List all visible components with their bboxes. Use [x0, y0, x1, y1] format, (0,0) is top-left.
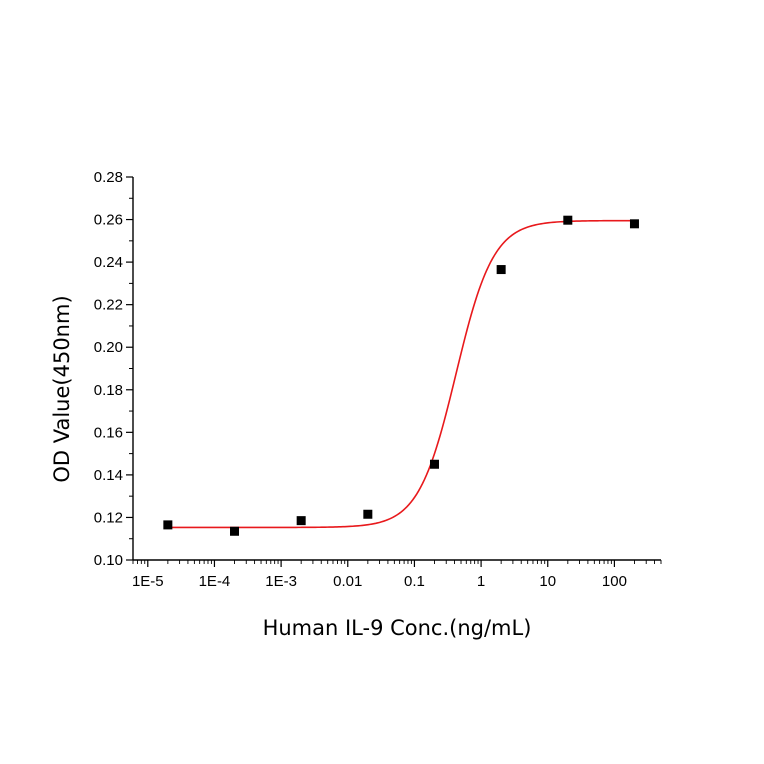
data-point — [563, 215, 573, 225]
x-tick-label: 1E-3 — [265, 573, 297, 590]
data-point — [363, 509, 373, 519]
x-tick-label: 1E-4 — [199, 573, 231, 590]
y-tick-label: 0.24 — [94, 254, 123, 271]
data-point — [429, 459, 439, 469]
data-point — [230, 526, 240, 536]
x-axis-title: Human IL-9 Conc.(ng/mL) — [263, 616, 532, 640]
x-tick-label: 100 — [602, 573, 627, 590]
y-tick-label: 0.26 — [94, 212, 123, 229]
y-tick-label: 0.12 — [94, 509, 123, 526]
y-tick-label: 0.16 — [94, 424, 123, 441]
data-point — [296, 516, 306, 526]
x-tick-label: 1 — [477, 573, 485, 590]
y-tick-label: 0.18 — [94, 382, 123, 399]
y-axis-title: OD Value(450nm) — [50, 295, 74, 482]
x-tick-label: 1E-5 — [132, 573, 164, 590]
x-tick-label: 0.1 — [404, 573, 425, 590]
y-tick-label: 0.28 — [94, 169, 123, 186]
fit-curve — [167, 219, 635, 529]
x-tick-labels: 1E-5 1E-4 1E-3 0.01 0.1 1 10 100 — [132, 573, 627, 590]
y-tick-label: 0.10 — [94, 552, 123, 569]
y-tick-labels: 0.10 0.12 0.14 0.16 0.18 0.20 0.22 0.24 0.26 0.28 — [94, 169, 123, 569]
data-points — [163, 215, 639, 536]
data-point — [163, 520, 173, 530]
x-tick-label: 0.01 — [333, 573, 362, 590]
data-point — [496, 265, 506, 275]
y-tick-label: 0.20 — [94, 339, 123, 356]
y-tick-label: 0.14 — [94, 467, 123, 484]
y-tick-label: 0.22 — [94, 297, 123, 314]
axes — [126, 176, 662, 567]
x-tick-label: 10 — [539, 573, 556, 590]
data-point — [629, 219, 639, 229]
